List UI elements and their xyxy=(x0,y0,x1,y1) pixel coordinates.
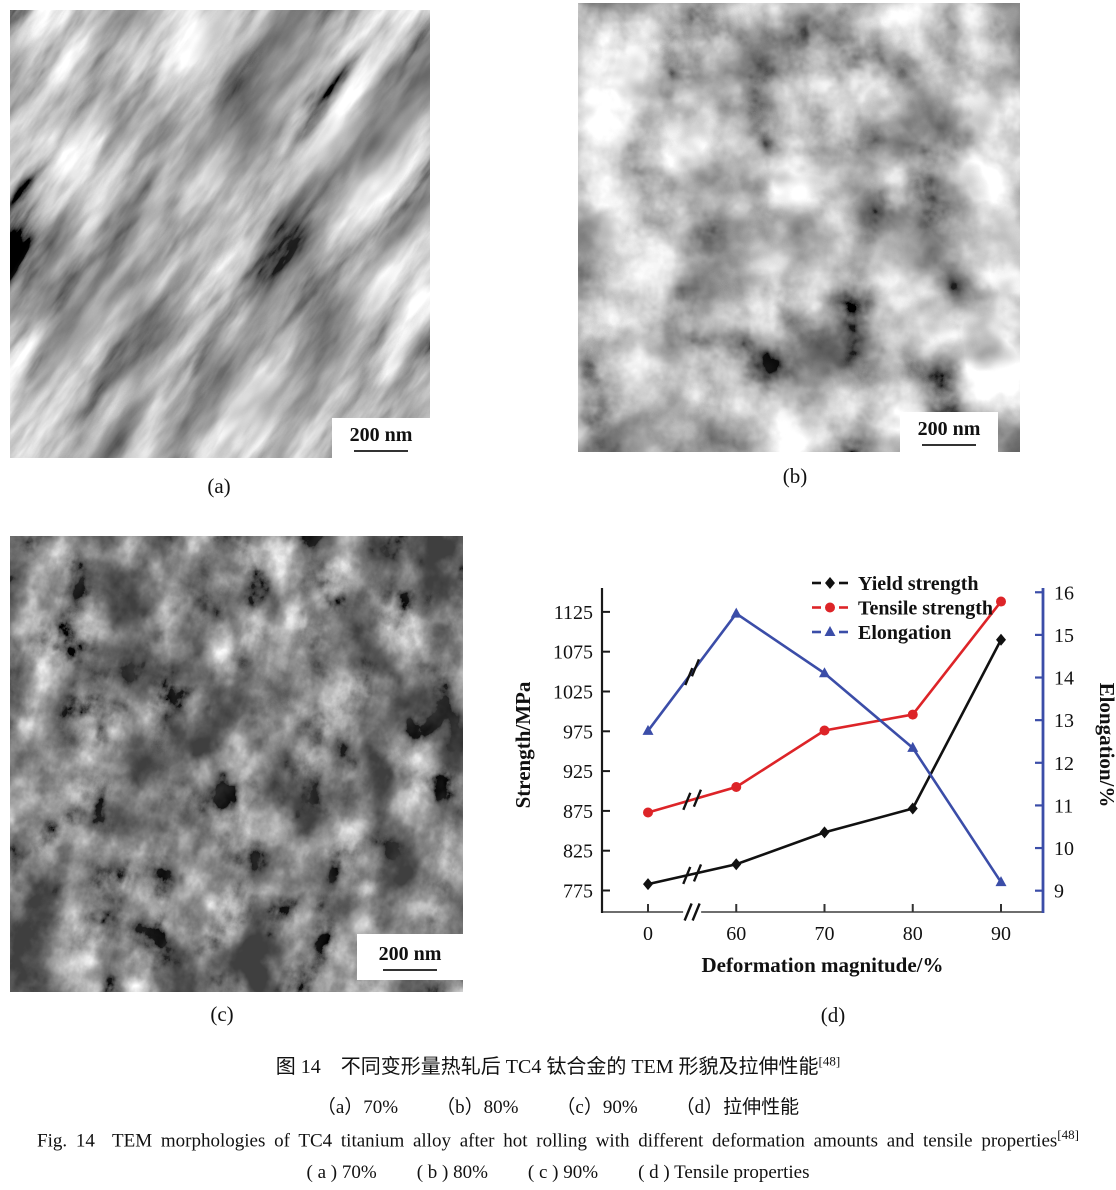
svg-text:60: 60 xyxy=(726,923,746,945)
scale-bar-line xyxy=(354,449,408,452)
svg-text:875: 875 xyxy=(563,801,593,823)
subcaption-item: （a）70% xyxy=(316,1097,399,1118)
legend-label: Elongation xyxy=(858,622,951,644)
caption-en-subitems: ( a ) 70% ( b ) 80% ( c ) 90% ( d ) Tens… xyxy=(0,1162,1116,1184)
caption-zh-subitems: （a）70% （b）80% （c）90% （d）拉伸性能 xyxy=(0,1092,1116,1119)
svg-text:0: 0 xyxy=(643,923,653,945)
panel-label-c: (c) xyxy=(210,1002,234,1026)
tem-texture-c xyxy=(10,536,463,992)
scale-bar-c: 200 nm xyxy=(357,934,463,980)
caption-en-text: Fig. 14 TEM morphologies of TC4 titanium… xyxy=(37,1130,1058,1152)
tem-image-b: 200 nm xyxy=(578,3,1020,452)
tem-image-a: 200 nm xyxy=(10,10,430,458)
svg-text:925: 925 xyxy=(563,761,593,783)
legend-label: Yield strength xyxy=(858,573,979,595)
subcaption-item: （d）拉伸性能 xyxy=(675,1097,800,1118)
scale-bar-line xyxy=(922,443,976,446)
panel-label-b: (b) xyxy=(782,464,808,488)
tensile-properties-chart: 0 60 70 80 90 Deformation magnitude/% 775 825 87… xyxy=(490,560,1116,1040)
scale-bar-label: 200 nm xyxy=(917,417,981,440)
scale-bar-line xyxy=(383,968,437,971)
scale-bar-label: 200 nm xyxy=(378,942,442,965)
svg-text:975: 975 xyxy=(563,721,593,743)
tem-image-c: 200 nm xyxy=(10,536,463,992)
series-tensile-strength xyxy=(643,596,1006,818)
subcaption-item: （c）90% xyxy=(556,1097,638,1118)
x-axis: 0 60 70 80 90 Deformation magnitude/% xyxy=(601,903,1043,977)
svg-text:1025: 1025 xyxy=(553,681,593,703)
left-axis-title: Strength/MPa xyxy=(511,681,535,808)
subcaption-item: ( c ) 90% xyxy=(527,1162,599,1183)
panel-label-a: (a) xyxy=(207,474,231,498)
svg-text:90: 90 xyxy=(991,923,1011,945)
svg-text:1075: 1075 xyxy=(553,642,593,664)
svg-text:13: 13 xyxy=(1054,710,1074,732)
scale-bar-b: 200 nm xyxy=(900,412,998,452)
right-axis-title: Elongation/% xyxy=(1095,683,1116,808)
panel-label-d: (d) xyxy=(820,1003,846,1027)
legend-label: Tensile strength xyxy=(858,598,993,620)
y-axis-right: 9 10 11 12 13 14 15 16 Elongation/% xyxy=(1035,582,1116,913)
caption-en-reference: [48] xyxy=(1057,1127,1079,1142)
svg-text:12: 12 xyxy=(1054,753,1074,775)
x-axis-title: Deformation magnitude/% xyxy=(701,953,943,977)
caption-zh-reference: [48] xyxy=(818,1053,841,1069)
subcaption-item: ( b ) 80% xyxy=(416,1162,488,1183)
svg-text:14: 14 xyxy=(1054,668,1074,690)
svg-text:70: 70 xyxy=(815,923,835,945)
series-elongation xyxy=(642,607,1007,887)
svg-text:80: 80 xyxy=(903,923,923,945)
caption-en-title: Fig. 14 TEM morphologies of TC4 titanium… xyxy=(0,1127,1116,1152)
svg-text:16: 16 xyxy=(1054,582,1074,604)
tem-texture-a xyxy=(10,10,430,458)
svg-text:9: 9 xyxy=(1054,881,1064,903)
svg-text:15: 15 xyxy=(1054,625,1074,647)
scale-bar-a: 200 nm xyxy=(332,418,430,458)
y-axis-left: 775 825 875 925 975 1025 1075 1125 Strength/MPa xyxy=(511,588,610,913)
caption-zh-text: 图 14 不同变形量热轧后 TC4 钛合金的 TEM 形貌及拉伸性能 xyxy=(275,1056,819,1078)
subcaption-item: （b）80% xyxy=(436,1097,519,1118)
svg-text:11: 11 xyxy=(1054,795,1073,817)
svg-text:775: 775 xyxy=(563,881,593,903)
svg-text:1125: 1125 xyxy=(554,602,593,624)
tensile-properties-chart-svg: 0 60 70 80 90 Deformation magnitude/% 775 825 87… xyxy=(511,573,1116,977)
svg-text:825: 825 xyxy=(563,841,593,863)
series-yield-strength xyxy=(643,633,1006,891)
caption-zh-title: 图 14 不同变形量热轧后 TC4 钛合金的 TEM 形貌及拉伸性能[48] xyxy=(0,1050,1116,1079)
subcaption-item: ( a ) 70% xyxy=(306,1162,377,1183)
subcaption-item: ( d ) Tensile properties xyxy=(638,1162,810,1183)
tem-texture-b xyxy=(578,3,1020,452)
scale-bar-label: 200 nm xyxy=(349,423,413,446)
svg-text:10: 10 xyxy=(1054,838,1074,860)
